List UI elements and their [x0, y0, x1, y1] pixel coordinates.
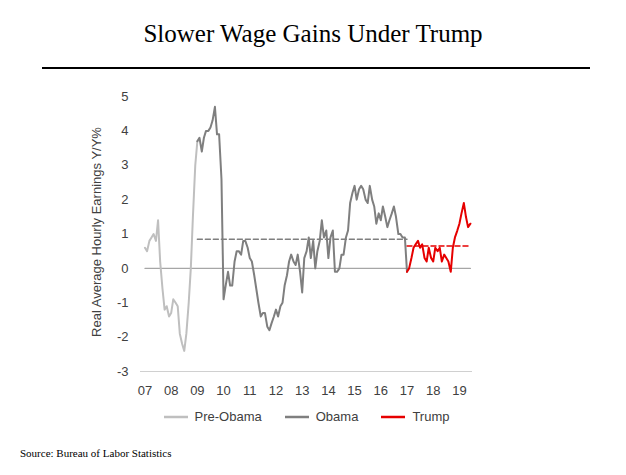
svg-text:4: 4 [121, 123, 128, 138]
svg-text:2: 2 [121, 192, 128, 207]
svg-text:18: 18 [426, 383, 440, 398]
html-text:Trump: Trump [412, 409, 450, 424]
svg-text:5: 5 [121, 89, 128, 104]
svg-text:11: 11 [243, 383, 257, 398]
html-text:Pre-Obama: Pre-Obama [194, 409, 262, 424]
svg-text:-3: -3 [117, 364, 129, 379]
svg-text:1: 1 [121, 226, 128, 241]
svg-text:19: 19 [452, 383, 466, 398]
svg-text:12: 12 [269, 383, 283, 398]
svg-text:-2: -2 [117, 329, 129, 344]
svg-text:17: 17 [400, 383, 414, 398]
svg-text:09: 09 [190, 383, 204, 398]
svg-text:08: 08 [164, 383, 178, 398]
html-text:Slower Wage Gains Under Trump: Slower Wage Gains Under Trump [143, 20, 483, 47]
svg-text:07: 07 [138, 383, 152, 398]
svg-text:10: 10 [216, 383, 230, 398]
svg-text:13: 13 [295, 383, 309, 398]
svg-text:3: 3 [121, 157, 128, 172]
svg-text:16: 16 [374, 383, 388, 398]
html-text:Source: Bureau of Labor Statis: Source: Bureau of Labor Statistics [20, 447, 172, 459]
svg-text:0: 0 [121, 261, 128, 276]
html-text:Real Average Hourly Earnings Y: Real Average Hourly Earnings Y/Y% [88, 127, 104, 337]
svg-text:14: 14 [321, 383, 335, 398]
svg-text:-1: -1 [117, 295, 129, 310]
svg-text:15: 15 [347, 383, 361, 398]
html-text:Obama: Obama [315, 409, 359, 424]
